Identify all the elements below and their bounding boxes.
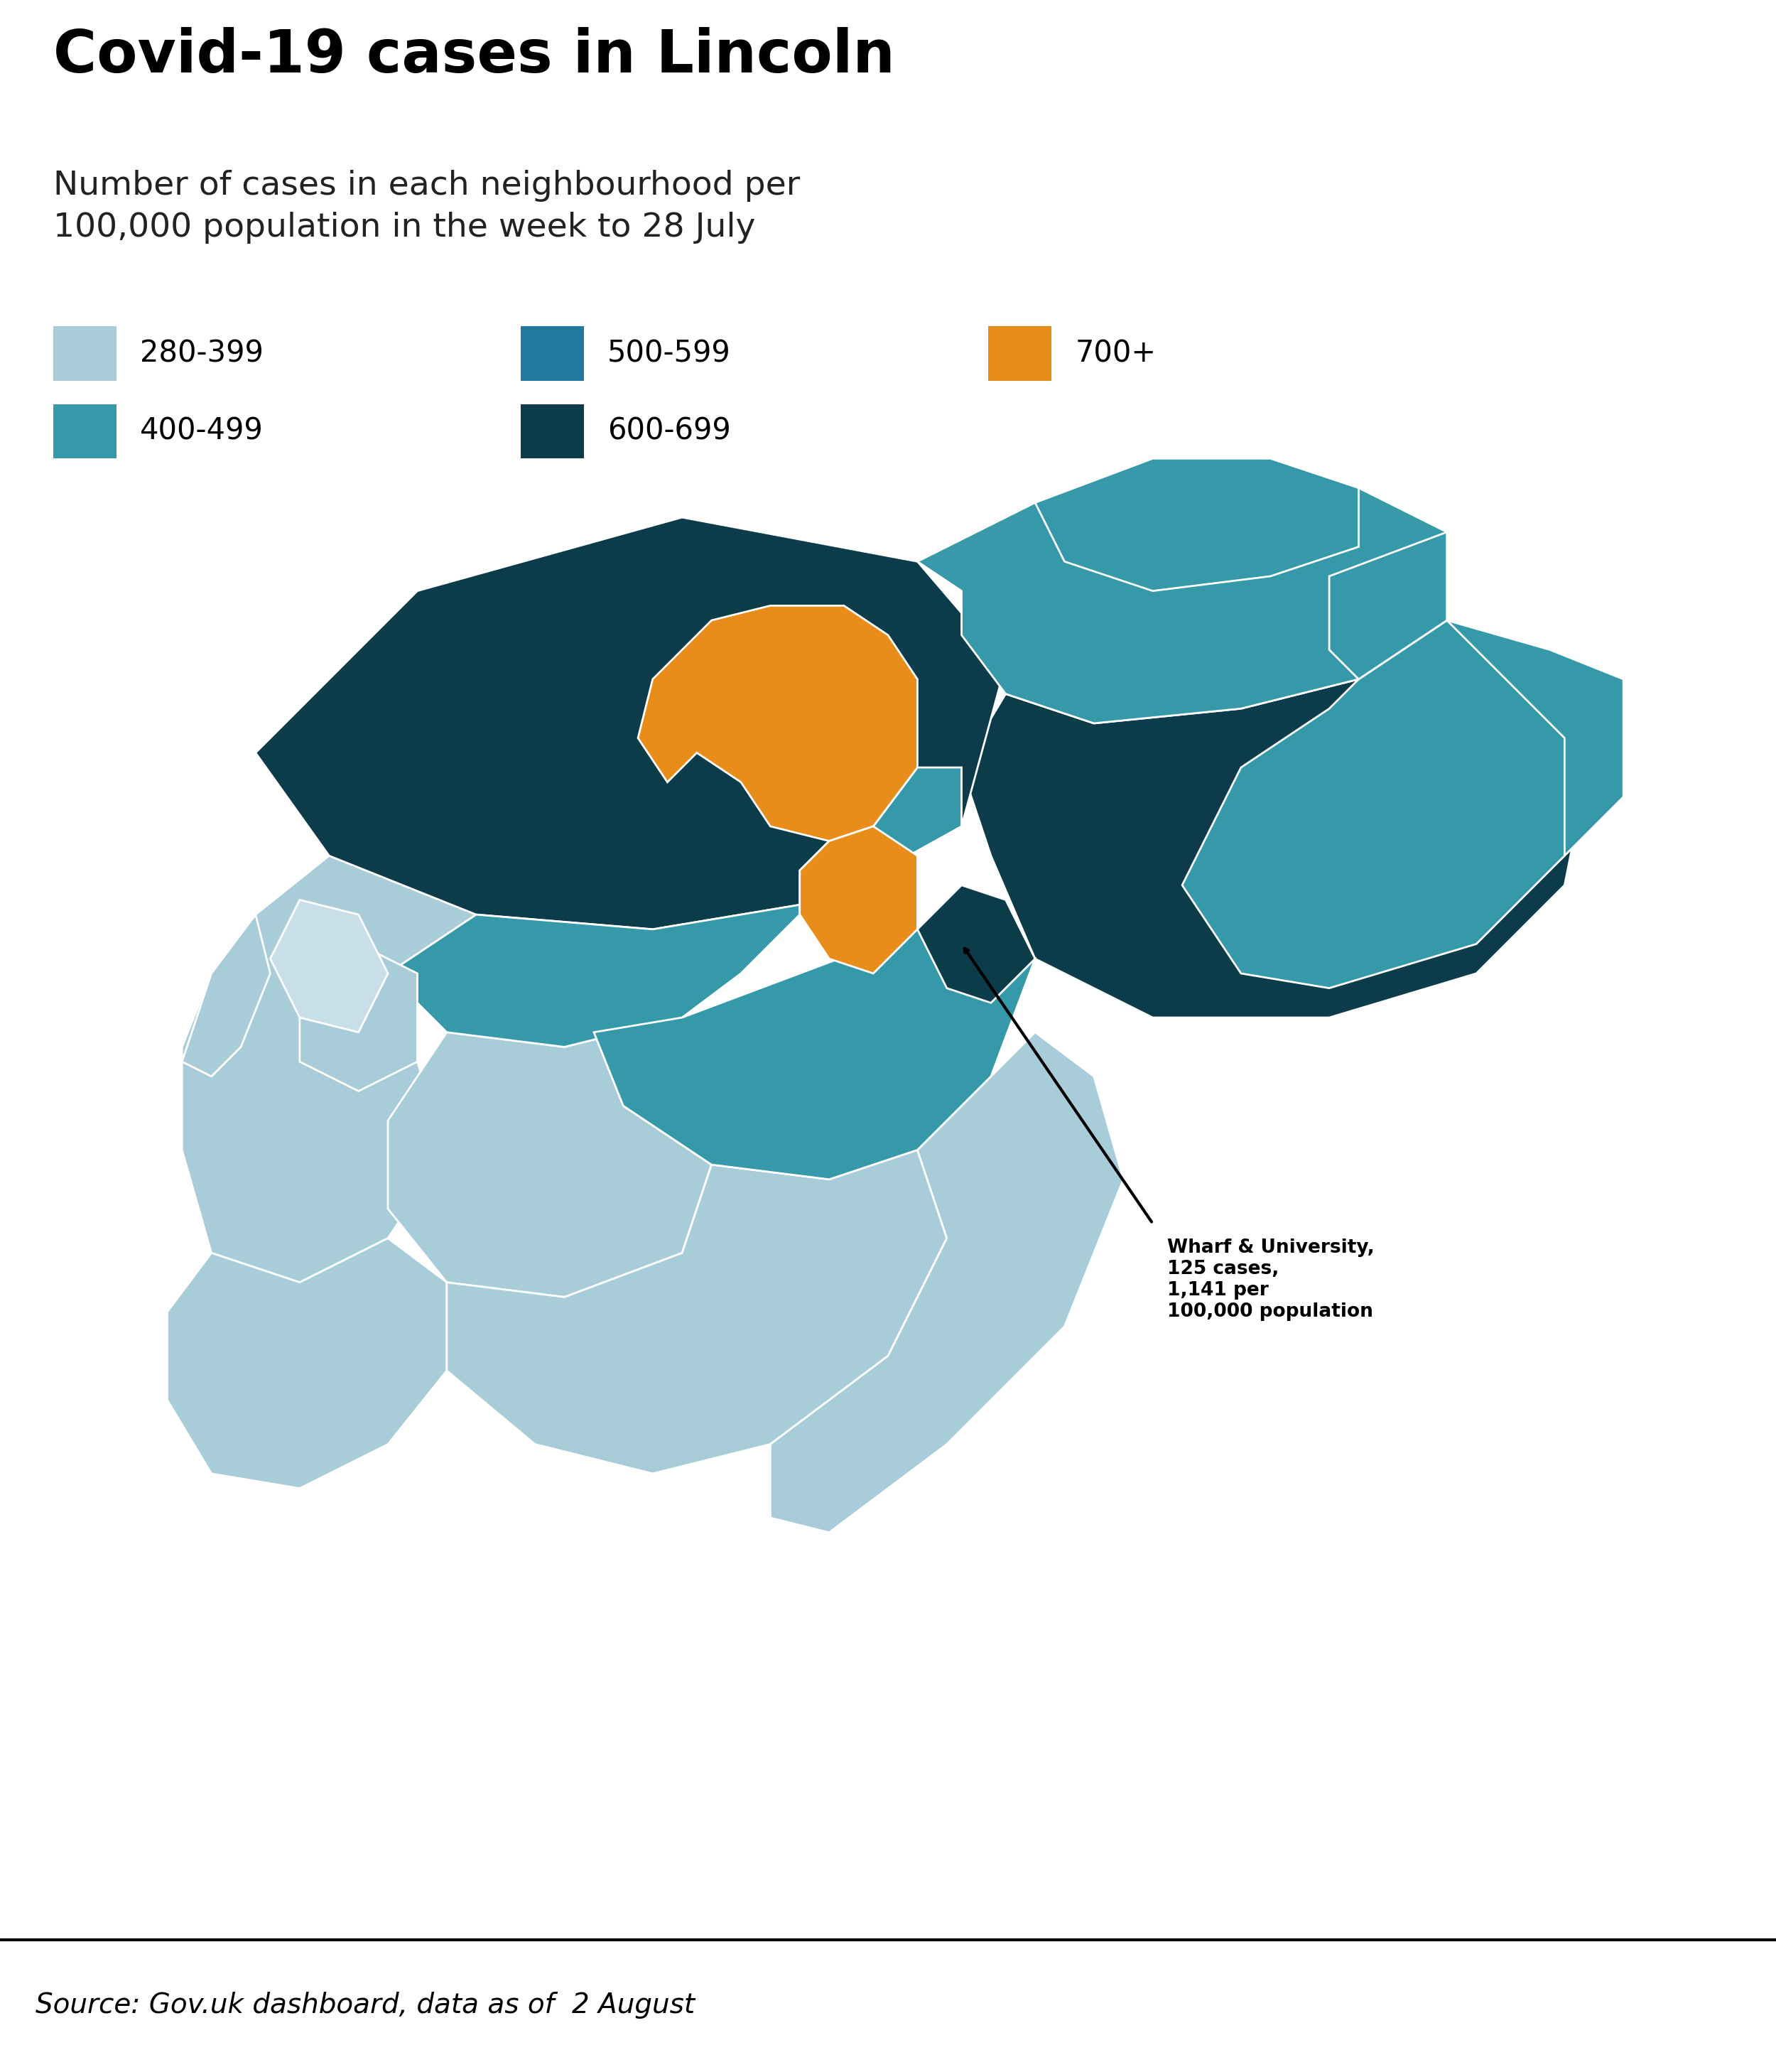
Text: 400-499: 400-499 (140, 416, 263, 445)
Text: Wharf & University,
125 cases,
1,141 per
100,000 population: Wharf & University, 125 cases, 1,141 per… (1167, 1239, 1375, 1320)
Text: 700+: 700+ (1074, 338, 1156, 369)
Polygon shape (593, 928, 1035, 1179)
Text: Source: Gov.uk dashboard, data as of  2 August: Source: Gov.uk dashboard, data as of 2 A… (36, 1991, 694, 2018)
Text: 280-399: 280-399 (140, 338, 263, 369)
Polygon shape (799, 827, 918, 974)
Polygon shape (448, 1150, 947, 1473)
Polygon shape (1035, 458, 1359, 591)
Polygon shape (638, 605, 918, 841)
Text: Number of cases in each neighbourhood per
100,000 population in the week to 28 J: Number of cases in each neighbourhood pe… (53, 170, 799, 244)
Polygon shape (181, 914, 270, 1077)
Text: 600-699: 600-699 (607, 416, 732, 445)
Polygon shape (1328, 533, 1447, 680)
Polygon shape (256, 518, 1005, 928)
Polygon shape (387, 1017, 712, 1297)
Polygon shape (1447, 620, 1623, 856)
Polygon shape (1183, 620, 1595, 988)
Polygon shape (918, 472, 1447, 723)
Text: BBC: BBC (1581, 1964, 1687, 2010)
Bar (520, 327, 584, 381)
Polygon shape (961, 620, 1595, 1017)
Polygon shape (918, 885, 1035, 1003)
Polygon shape (771, 1032, 1124, 1533)
Bar (987, 327, 1051, 381)
Text: Covid-19 cases in Lincoln: Covid-19 cases in Lincoln (53, 27, 895, 85)
Bar (53, 327, 117, 381)
Bar (520, 404, 584, 458)
Text: 500-599: 500-599 (607, 338, 732, 369)
Polygon shape (387, 767, 961, 1046)
Polygon shape (167, 1239, 448, 1488)
Bar (53, 404, 117, 458)
Polygon shape (300, 945, 417, 1092)
Polygon shape (181, 856, 476, 1283)
Polygon shape (270, 899, 387, 1032)
